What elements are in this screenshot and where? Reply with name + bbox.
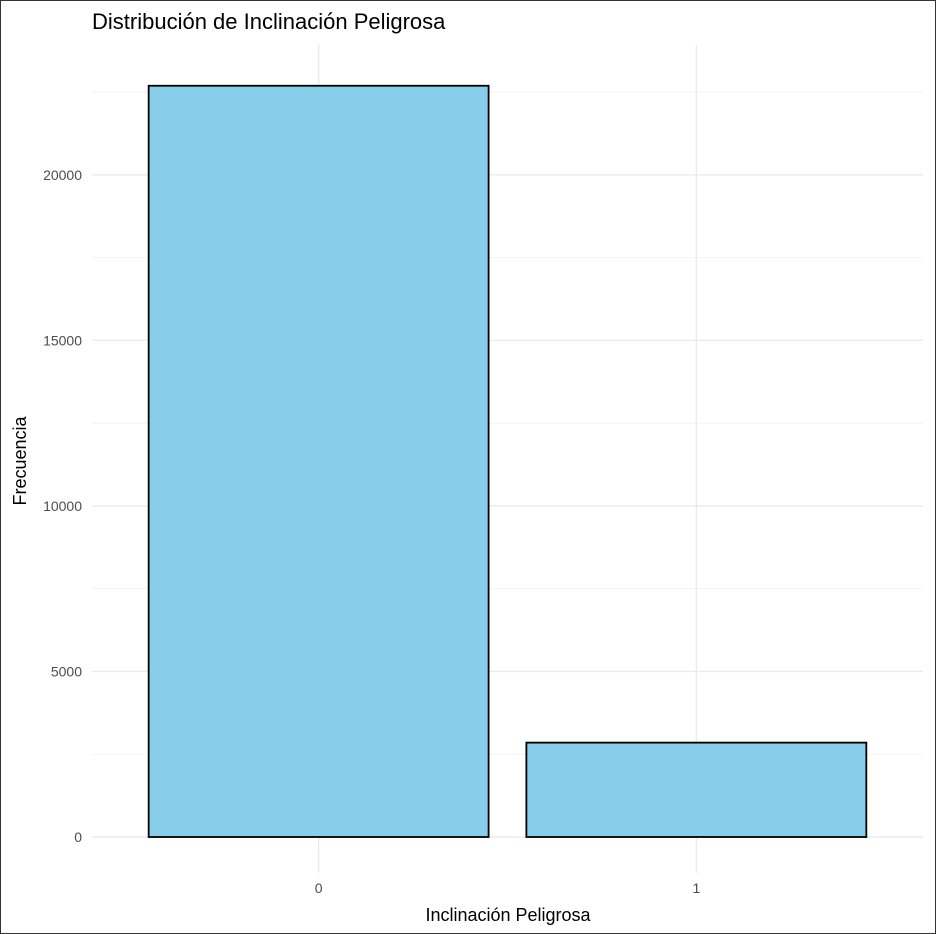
y-tick-label: 5000	[51, 663, 82, 679]
x-tick-label: 1	[692, 880, 700, 896]
bar-0	[147, 84, 490, 838]
y-axis-title: Frecuencia	[10, 415, 30, 505]
y-tick-label: 10000	[43, 498, 82, 514]
bar-1	[525, 741, 868, 838]
y-tick-label: 0	[74, 829, 82, 845]
x-axis-title: Inclinación Peligrosa	[425, 905, 591, 925]
bars	[147, 84, 868, 838]
x-tick-label: 0	[315, 880, 323, 896]
y-tick-label: 15000	[43, 332, 82, 348]
chart-title: Distribución de Inclinación Peligrosa	[92, 9, 446, 34]
y-axis-ticks: 0 5000 10000 15000 20000	[43, 167, 82, 845]
y-tick-label: 20000	[43, 167, 82, 183]
